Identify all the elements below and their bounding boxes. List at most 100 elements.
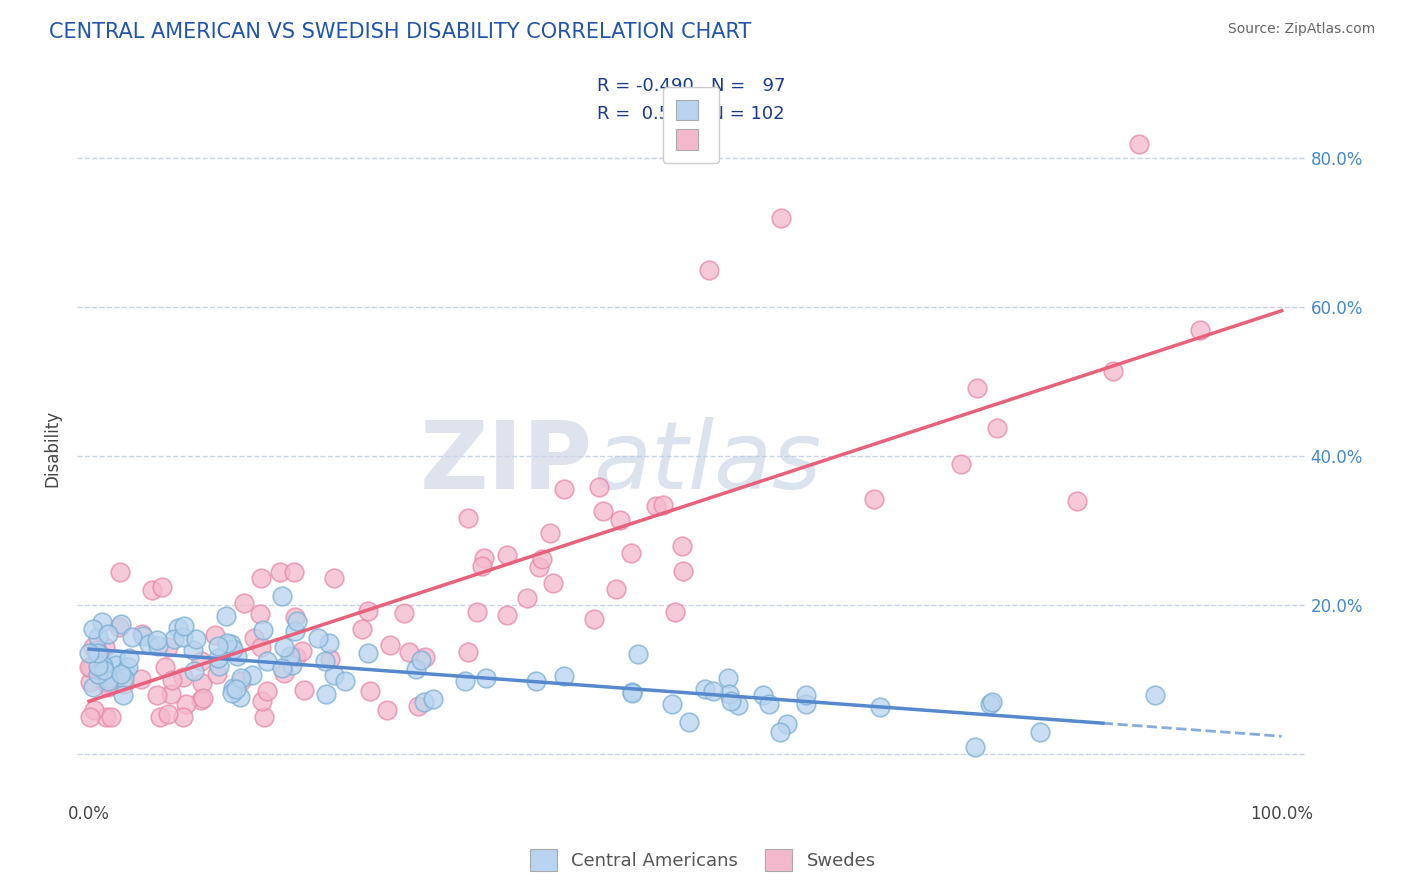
Point: [1128, 136, 1150, 151]
Point: [380, 639, 402, 653]
Point: [112, 671, 135, 685]
Point: [720, 694, 742, 708]
Point: [553, 482, 575, 496]
Point: [82, 680, 104, 694]
Point: [132, 630, 155, 644]
Text: atlas: atlas: [593, 417, 821, 508]
Point: [769, 725, 792, 739]
Point: [717, 687, 740, 701]
Point: [79, 709, 101, 723]
Point: [269, 566, 291, 580]
Point: [758, 697, 780, 711]
Point: [751, 688, 773, 702]
Point: [82, 622, 104, 636]
Point: [228, 690, 250, 704]
Point: [252, 623, 274, 637]
Point: [181, 643, 204, 657]
Point: [292, 683, 315, 698]
Point: [112, 688, 135, 702]
Point: [315, 687, 337, 701]
Point: [796, 688, 818, 702]
Point: [727, 698, 749, 712]
Point: [620, 686, 643, 700]
Point: [357, 647, 380, 661]
Point: [1143, 688, 1166, 702]
Point: [869, 700, 891, 714]
Point: [256, 654, 278, 668]
Point: [979, 697, 1001, 711]
Point: [97, 680, 120, 694]
Point: [475, 671, 498, 685]
Point: [1029, 725, 1052, 739]
Point: [717, 671, 740, 685]
Point: [250, 640, 273, 655]
Point: [193, 691, 215, 706]
Point: [250, 571, 273, 585]
Point: [97, 673, 120, 688]
Point: [496, 608, 519, 623]
Point: [91, 657, 114, 671]
Point: [314, 654, 336, 668]
Point: [160, 687, 183, 701]
Point: [285, 614, 308, 628]
Point: [398, 645, 420, 659]
Point: [465, 605, 488, 619]
Point: [114, 665, 136, 679]
Point: [796, 698, 818, 712]
Point: [150, 580, 173, 594]
Point: [129, 673, 152, 687]
Point: [221, 642, 243, 657]
Point: [621, 685, 644, 699]
Point: [664, 605, 686, 619]
Point: [986, 421, 1008, 435]
Text: R =  0.594   N = 102: R = 0.594 N = 102: [598, 105, 785, 123]
Point: [375, 703, 398, 717]
Point: [219, 637, 242, 651]
Point: [176, 697, 198, 711]
Point: [278, 648, 301, 663]
Point: [413, 650, 436, 665]
Point: [79, 674, 101, 689]
Point: [949, 457, 972, 471]
Point: [153, 660, 176, 674]
Point: [672, 564, 695, 578]
Point: [229, 671, 252, 685]
Point: [82, 640, 104, 654]
Text: R = -0.490   N =   97: R = -0.490 N = 97: [598, 78, 786, 95]
Point: [291, 643, 314, 657]
Point: [352, 623, 374, 637]
Point: [232, 596, 254, 610]
Point: [472, 550, 495, 565]
Point: [93, 663, 115, 677]
Point: [605, 582, 627, 596]
Point: [207, 666, 229, 681]
Point: [527, 559, 550, 574]
Point: [207, 651, 229, 665]
Point: [110, 667, 132, 681]
Point: [392, 606, 415, 620]
Point: [118, 650, 141, 665]
Point: [283, 609, 305, 624]
Point: [693, 682, 716, 697]
Point: [87, 630, 110, 644]
Point: [94, 709, 117, 723]
Point: [273, 640, 295, 654]
Point: [83, 703, 105, 717]
Text: Source: ZipAtlas.com: Source: ZipAtlas.com: [1227, 22, 1375, 37]
Point: [138, 637, 160, 651]
Point: [225, 649, 247, 664]
Point: [457, 511, 479, 525]
Point: [661, 698, 683, 712]
Point: [250, 694, 273, 708]
Point: [145, 632, 167, 647]
Point: [323, 668, 346, 682]
Point: [284, 624, 307, 638]
Point: [90, 672, 112, 686]
Point: [131, 627, 153, 641]
Point: [318, 635, 340, 649]
Text: CENTRAL AMERICAN VS SWEDISH DISABILITY CORRELATION CHART: CENTRAL AMERICAN VS SWEDISH DISABILITY C…: [49, 22, 751, 42]
Point: [409, 653, 432, 667]
Point: [86, 643, 108, 657]
Point: [221, 685, 243, 699]
Point: [457, 645, 479, 659]
